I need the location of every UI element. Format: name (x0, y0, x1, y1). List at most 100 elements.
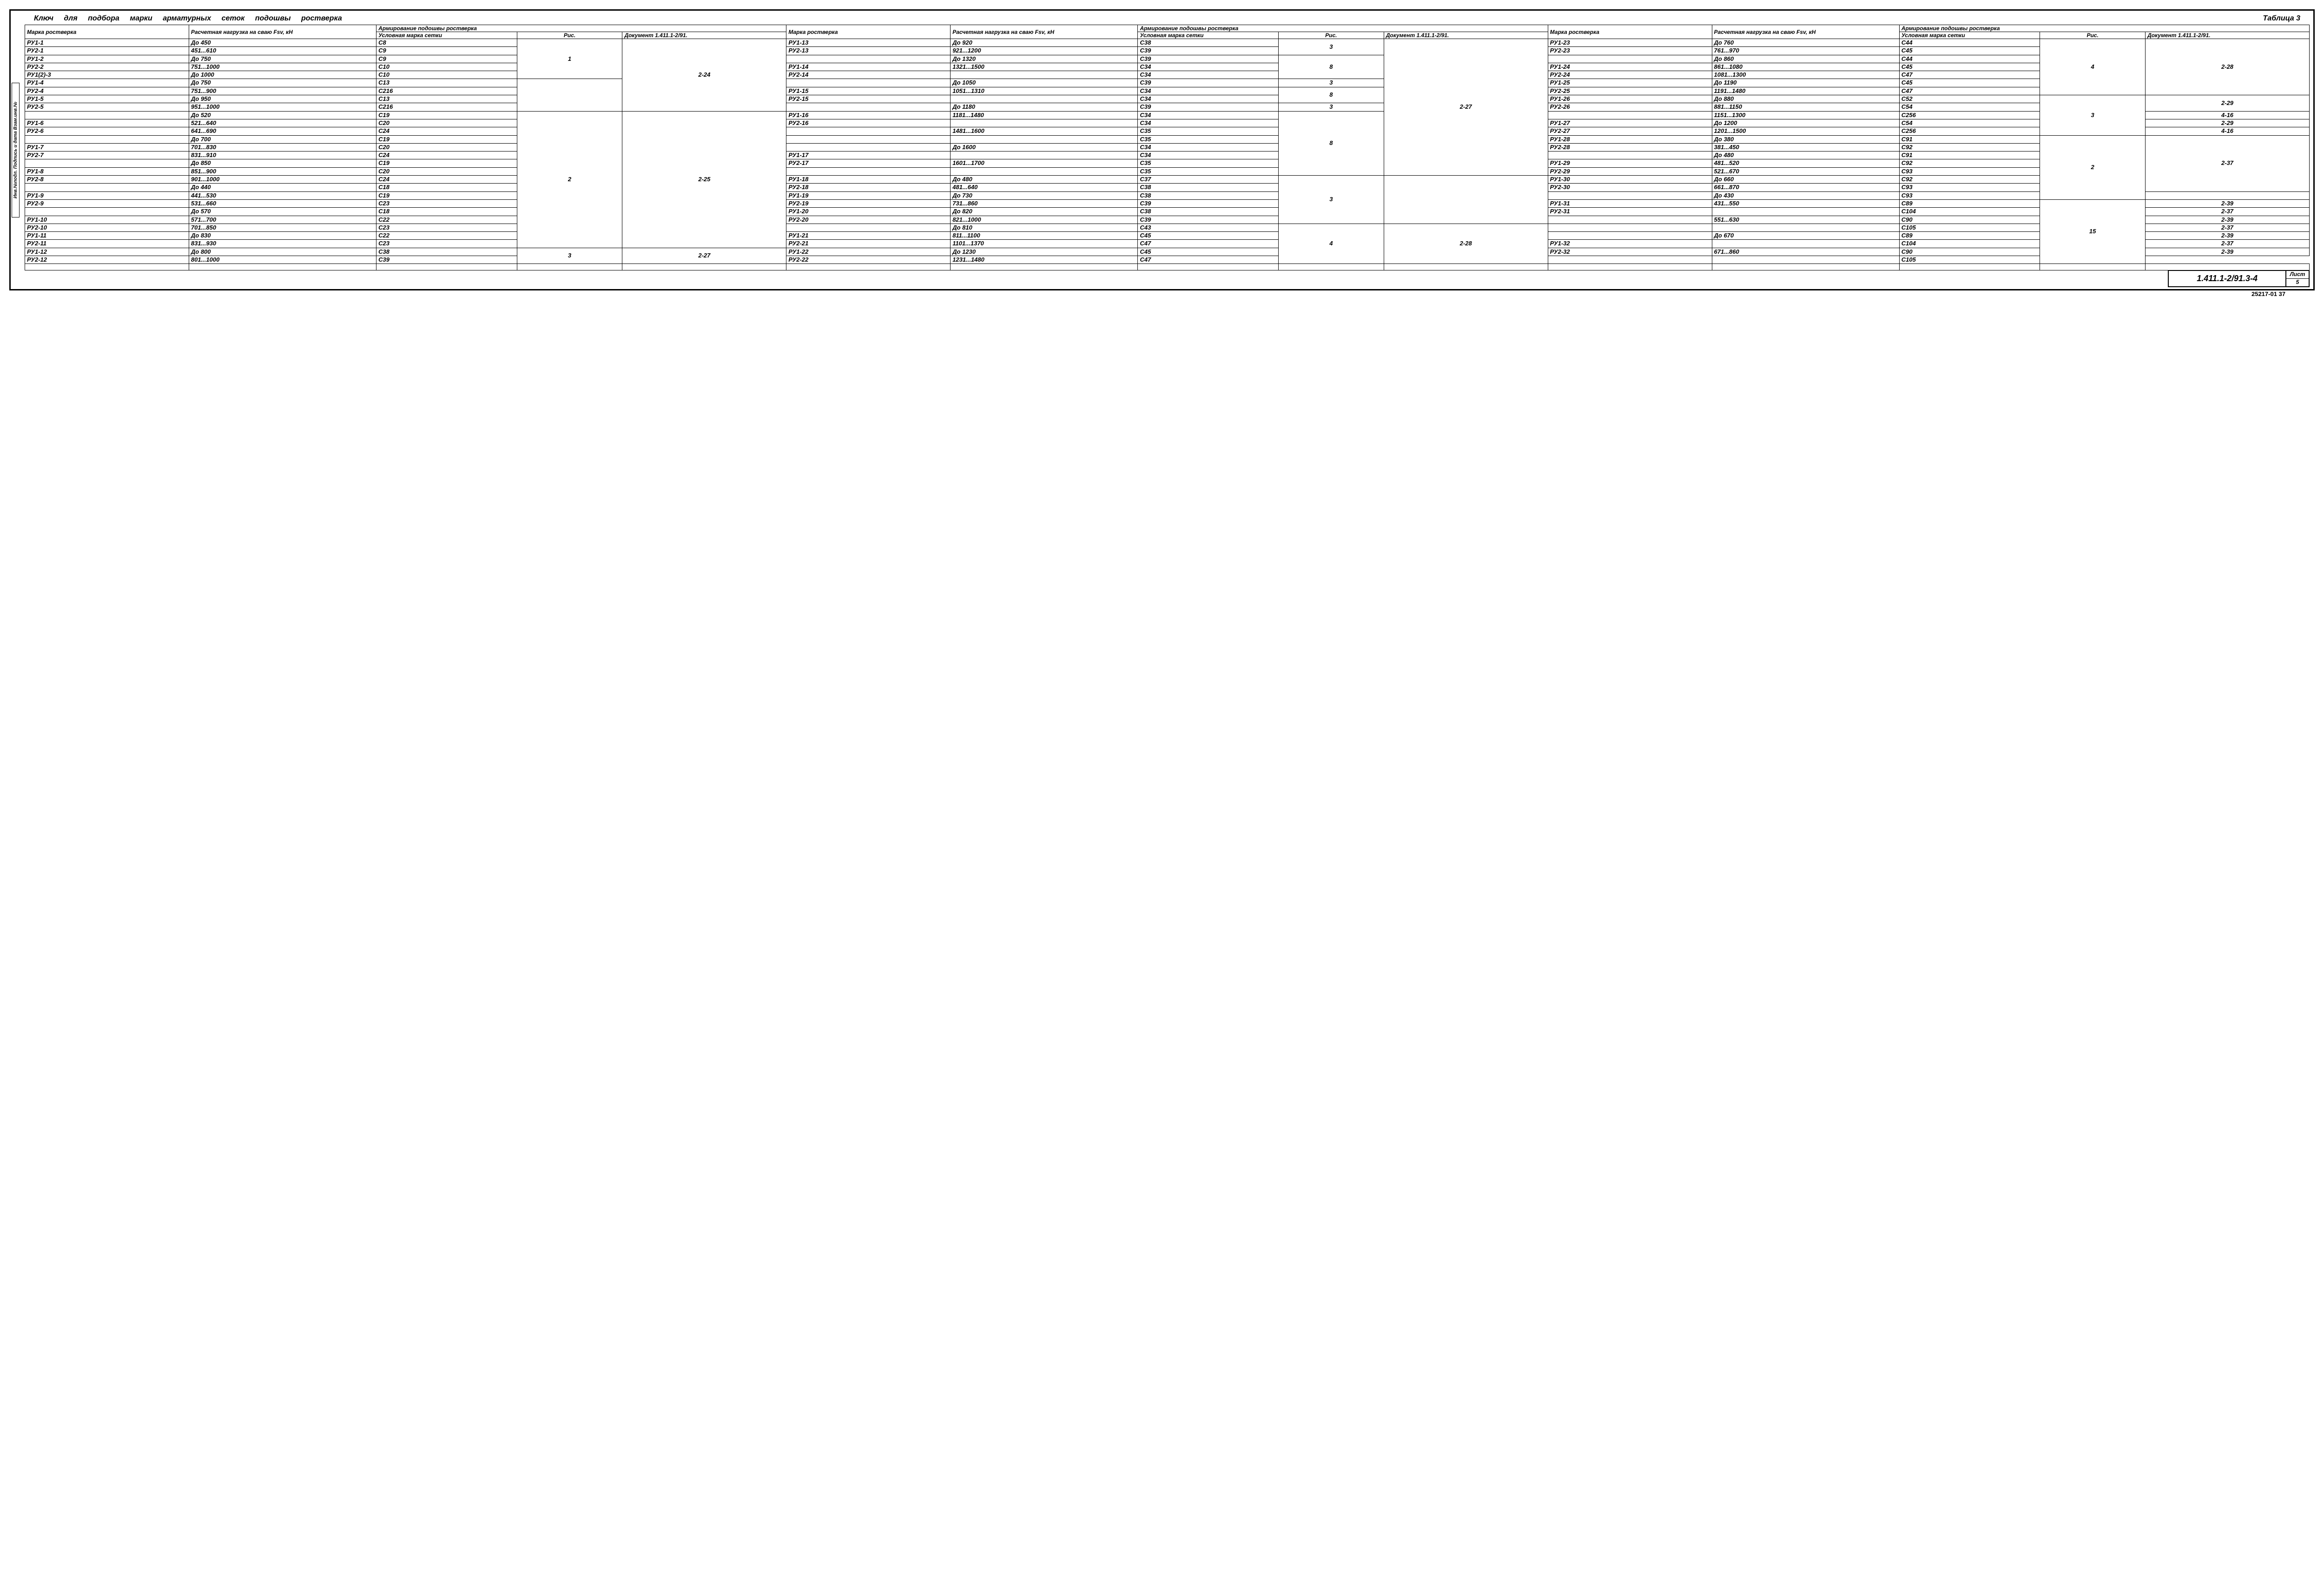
marka-cell: РУ1-32 (1548, 240, 1712, 248)
marka-cell: РУ2-14 (786, 71, 951, 79)
marka-cell: РУ1-7 (25, 143, 189, 151)
setka-cell: С20 (376, 119, 517, 127)
setka-cell: С10 (376, 71, 517, 79)
marka-cell: РУ2-26 (1548, 103, 1712, 111)
load-cell: 801...1000 (189, 256, 376, 264)
setka-cell: С34 (1138, 95, 1278, 103)
marka-cell: РУ2-20 (786, 216, 951, 224)
load-cell: До 440 (189, 184, 376, 191)
load-cell: 821...1000 (951, 216, 1138, 224)
load-cell: До 820 (951, 208, 1138, 216)
table-row: РУ1-7701...830С20До 1600С34РУ2-28381...4… (25, 143, 2310, 151)
load-cell (951, 135, 1138, 143)
table-row: РУ2-9531...660С23РУ2-19731...860С39РУ1-3… (25, 199, 2310, 207)
marka-cell: РУ1-31 (1548, 199, 1712, 207)
load-cell: До 880 (1712, 95, 1899, 103)
sheet-number: 5 (2286, 279, 2309, 286)
marka-cell: РУ1-27 (1548, 119, 1712, 127)
ris-cell: 2 (2040, 135, 2146, 199)
load-cell: 1051...1310 (951, 87, 1138, 95)
marka-cell: РУ1-28 (1548, 135, 1712, 143)
table-row: РУ2-10701...850С23До 810С4342-28С1052-37 (25, 224, 2310, 231)
sheet-label: Лист (2286, 271, 2309, 279)
marka-cell (1548, 256, 1712, 264)
marka-cell: РУ1-24 (1548, 63, 1712, 71)
setka-cell: С39 (1138, 216, 1278, 224)
load-cell: 451...610 (189, 47, 376, 55)
table-row: До 700С19С35РУ1-28До 380С9122-37 (25, 135, 2310, 143)
setka-cell: С93 (1899, 167, 2040, 175)
setka-cell: С18 (376, 184, 517, 191)
setka-cell: С20 (376, 143, 517, 151)
load-cell: До 660 (1712, 176, 1899, 184)
doc-cell: 2-37 (2146, 135, 2310, 191)
doc-cell: 4-16 (2146, 127, 2310, 135)
doc-cell: 2-25 (622, 111, 786, 248)
ris-cell: 8 (1278, 87, 1384, 103)
setka-cell: С54 (1899, 119, 2040, 127)
marka-cell (786, 103, 951, 111)
setka-cell: С47 (1138, 256, 1278, 264)
load-cell (951, 71, 1138, 79)
setka-cell: С23 (376, 240, 517, 248)
marka-cell: РУ2-16 (786, 119, 951, 127)
setka-cell: С105 (1899, 256, 2040, 264)
marka-cell (1548, 191, 1712, 199)
table-row: РУ2-7831...910С24РУ1-17С34До 480С91 (25, 151, 2310, 159)
marka-cell (25, 159, 189, 167)
doc-cell: 2-37 (2146, 224, 2310, 231)
table-row: РУ1-6521...640С20РУ2-16С34РУ1-27До 1200С… (25, 119, 2310, 127)
load-cell: 671...860 (1712, 248, 1899, 256)
marka-cell: РУ1-1 (25, 39, 189, 47)
load-cell: До 730 (951, 191, 1138, 199)
marka-cell: РУ2-1 (25, 47, 189, 55)
load-cell: До 570 (189, 208, 376, 216)
marka-cell: РУ2-2 (25, 63, 189, 71)
load-cell: До 450 (189, 39, 376, 47)
ris-cell: 2 (517, 111, 622, 248)
setka-cell: С54 (1899, 103, 2040, 111)
setka-cell: С105 (1899, 224, 2040, 231)
table-row: РУ2-6641...690С241481...1600С35РУ2-27120… (25, 127, 2310, 135)
setka-cell: С34 (1138, 63, 1278, 71)
marka-cell (786, 143, 951, 151)
doc-cell: 2-37 (2146, 208, 2310, 216)
doc-cell: 2-39 (2146, 232, 2310, 240)
ris-cell: 3 (517, 248, 622, 264)
doc-cell: 2-29 (2146, 119, 2310, 127)
table-row: РУ2-2751...1000С10РУ1-141321...1500С34РУ… (25, 63, 2310, 71)
doc-cell (2146, 191, 2310, 199)
table-row (25, 264, 2310, 270)
setka-cell: С24 (376, 151, 517, 159)
marka-cell: РУ1-26 (1548, 95, 1712, 103)
load-cell: До 800 (189, 248, 376, 256)
table-row: РУ1-12До 800С3832-27РУ1-22До 1230С45РУ2-… (25, 248, 2310, 256)
setka-cell: С91 (1899, 135, 2040, 143)
setka-cell: С93 (1899, 191, 2040, 199)
load-cell: 731...860 (951, 199, 1138, 207)
load-cell: 751...1000 (189, 63, 376, 71)
marka-cell (1548, 111, 1712, 119)
marka-cell (1548, 232, 1712, 240)
setka-cell: С37 (1138, 176, 1278, 184)
marka-cell: РУ1-15 (786, 87, 951, 95)
setka-cell: С9 (376, 55, 517, 63)
table-header: Марка ростверкаРасчетная нагрузка на сва… (25, 25, 2310, 39)
table-row: До 440С18РУ2-18481...640С38РУ2-30661...8… (25, 184, 2310, 191)
table-row: РУ1-11До 830С22РУ1-21811...1100С45До 670… (25, 232, 2310, 240)
load-cell: 571...700 (189, 216, 376, 224)
load-cell: 521...670 (1712, 167, 1899, 175)
table-row: РУ1-4До 750С13До 1050С393РУ1-25До 1190С4… (25, 79, 2310, 87)
load-cell: До 850 (189, 159, 376, 167)
load-cell (1712, 256, 1899, 264)
marka-cell: РУ1-19 (786, 191, 951, 199)
load-cell: До 480 (1712, 151, 1899, 159)
load-cell: 441...530 (189, 191, 376, 199)
marka-cell (786, 224, 951, 231)
load-cell: До 750 (189, 55, 376, 63)
marka-cell (786, 55, 951, 63)
load-cell: До 1600 (951, 143, 1138, 151)
setka-cell: С91 (1899, 151, 2040, 159)
setka-cell: С24 (376, 176, 517, 184)
table-row: РУ1-2До 750С9До 1320С398До 860С44 (25, 55, 2310, 63)
